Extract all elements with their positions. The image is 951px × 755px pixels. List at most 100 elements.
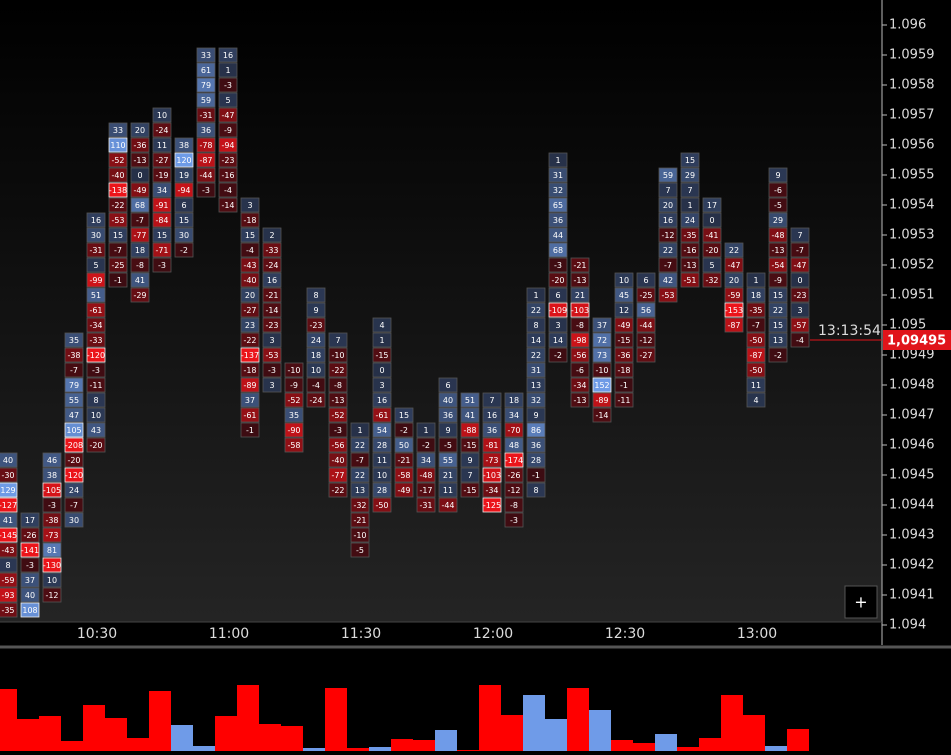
footprint-cell-label: 18: [311, 351, 321, 360]
footprint-cell-label: 9: [533, 411, 538, 420]
footprint-cell: [372, 317, 392, 333]
footprint-cell: [218, 182, 238, 198]
footprint-cell-label: -35: [749, 306, 762, 315]
footprint-cell: [306, 332, 326, 348]
footprint-cell-label: 8: [533, 486, 538, 495]
footprint-cell-label: 33: [201, 51, 211, 60]
footprint-cell: [526, 422, 546, 438]
footprint-cell-label: -54: [771, 261, 784, 270]
footprint-cell: [570, 332, 590, 348]
footprint-cell-label: 10: [377, 471, 387, 480]
footprint-cell: [196, 182, 216, 198]
footprint-cell: [504, 422, 524, 438]
footprint-cell-label: -22: [331, 486, 344, 495]
footprint-cell: [284, 377, 304, 393]
footprint-cell: [372, 422, 392, 438]
footprint-cell: [20, 542, 40, 558]
footprint-cell-label: 0: [709, 216, 714, 225]
footprint-cell-label: -44: [441, 501, 454, 510]
footprint-cell: [86, 347, 106, 363]
volume-bar: [391, 739, 413, 751]
footprint-cell-label: 16: [267, 276, 277, 285]
footprint-cell: [196, 152, 216, 168]
footprint-cell: [0, 452, 18, 468]
footprint-cell: [746, 347, 766, 363]
footprint-cell: [262, 317, 282, 333]
footprint-cell-label: 79: [201, 81, 211, 90]
footprint-cell: [504, 497, 524, 513]
footprint-cell: [64, 377, 84, 393]
zoom-button[interactable]: +: [844, 585, 878, 619]
footprint-cell-label: -13: [683, 261, 696, 270]
footprint-cell: [174, 212, 194, 228]
footprint-cell: [218, 77, 238, 93]
time-axis-panel: [0, 622, 882, 645]
footprint-cell-label: -26: [23, 531, 36, 540]
footprint-cell: [548, 302, 568, 318]
footprint-cell-label: 36: [553, 216, 563, 225]
footprint-cell: [570, 362, 590, 378]
footprint-cell: [658, 272, 678, 288]
footprint-cell: [438, 497, 458, 513]
footprint-cell-label: 31: [553, 171, 563, 180]
footprint-cell-label: -4: [224, 186, 232, 195]
footprint-cell: [768, 227, 788, 243]
x-tick-label: 10:30: [77, 626, 117, 642]
footprint-cell: [328, 467, 348, 483]
footprint-cell: [724, 242, 744, 258]
footprint-cell-label: 11: [751, 381, 761, 390]
footprint-cell-label: 28: [377, 486, 387, 495]
footprint-cell: [108, 137, 128, 153]
footprint-cell-label: 1: [423, 426, 428, 435]
footprint-cell: [350, 512, 370, 528]
footprint-cell-label: -25: [111, 261, 124, 270]
footprint-cell: [108, 272, 128, 288]
volume-bar: [105, 718, 127, 751]
footprint-cell-label: 29: [685, 171, 695, 180]
footprint-cell-label: -6: [774, 186, 782, 195]
footprint-cell-label: -22: [331, 366, 344, 375]
footprint-cell-label: -19: [155, 171, 168, 180]
footprint-cell: [262, 302, 282, 318]
y-tick-label: 1.0943: [889, 528, 935, 543]
footprint-cell-label: 40: [3, 456, 13, 465]
footprint-cell-label: -73: [45, 531, 58, 540]
footprint-cell: [350, 452, 370, 468]
footprint-cell: [460, 452, 480, 468]
footprint-cell-label: -26: [507, 471, 520, 480]
footprint-cell: [86, 257, 106, 273]
volume-bar: [655, 734, 677, 751]
footprint-cell: [240, 227, 260, 243]
footprint-cell: [482, 407, 502, 423]
footprint-cell-label: 81: [47, 546, 57, 555]
footprint-cell-label: 46: [47, 456, 57, 465]
footprint-cell-label: -47: [793, 261, 806, 270]
footprint-cell: [152, 167, 172, 183]
footprint-cell: [86, 212, 106, 228]
footprint-cell: [0, 497, 18, 513]
footprint-cell-label: 7: [467, 471, 472, 480]
footprint-cell-label: 36: [487, 426, 497, 435]
footprint-cell-label: -3: [26, 561, 34, 570]
footprint-cell: [746, 332, 766, 348]
footprint-cell-label: 79: [69, 381, 79, 390]
footprint-cell: [702, 212, 722, 228]
footprint-cell-label: -31: [199, 111, 212, 120]
footprint-cell: [306, 392, 326, 408]
footprint-cell: [570, 257, 590, 273]
footprint-cell: [64, 422, 84, 438]
footprint-cell: [768, 197, 788, 213]
footprint-cell: [108, 197, 128, 213]
footprint-cell-label: 9: [445, 426, 450, 435]
footprint-cell-label: 34: [157, 186, 167, 195]
footprint-cell-label: 30: [69, 516, 79, 525]
footprint-cell-label: 61: [201, 66, 211, 75]
zoom-button-label[interactable]: +: [854, 593, 867, 612]
footprint-cell-label: -36: [617, 351, 630, 360]
footprint-cell: [372, 332, 392, 348]
footprint-cell: [614, 302, 634, 318]
footprint-cell: [152, 107, 172, 123]
footprint-cell-label: -52: [287, 396, 300, 405]
footprint-cell: [64, 482, 84, 498]
zoom-button-box[interactable]: [844, 585, 878, 619]
